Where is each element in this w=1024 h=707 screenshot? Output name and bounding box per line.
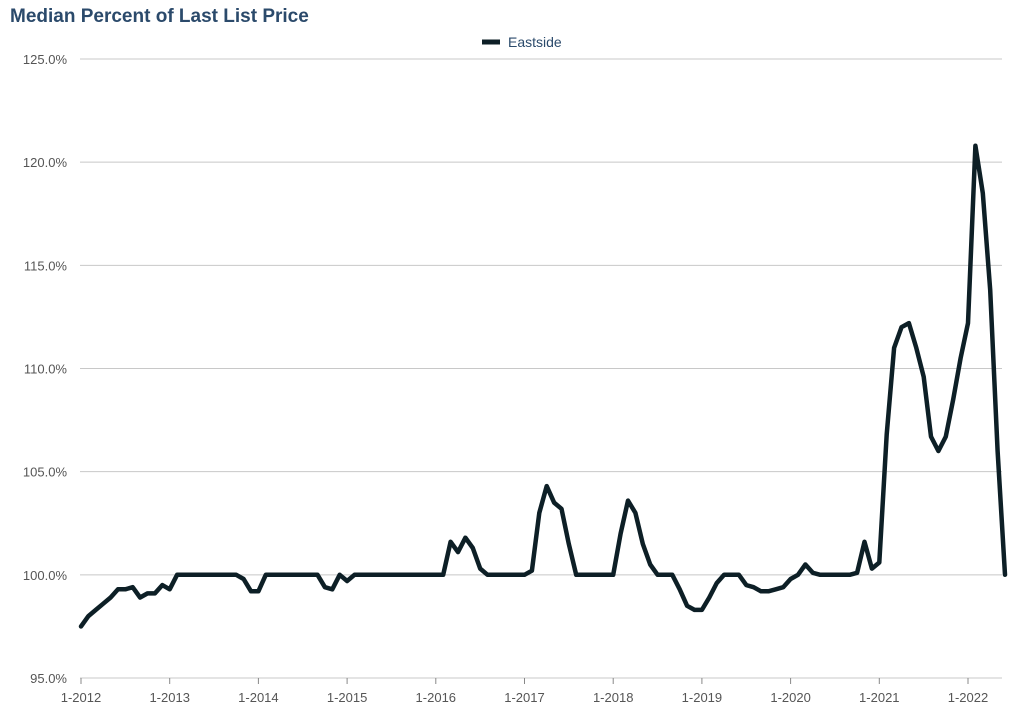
y-tick-label: 110.0% (24, 362, 68, 377)
x-tick-label: 1-2012 (61, 690, 101, 705)
x-tick-label: 1-2015 (327, 690, 367, 705)
series-group (78, 143, 1008, 629)
x-tick-label: 1-2018 (593, 690, 633, 705)
y-tick-label: 105.0% (23, 465, 68, 480)
x-tick-label: 1-2022 (948, 690, 988, 705)
x-tick-label: 1-2014 (238, 690, 278, 705)
x-tick-label: 1-2017 (504, 690, 544, 705)
x-tick-label: 1-2016 (416, 690, 456, 705)
legend: Eastside (482, 34, 562, 50)
y-tick-label: 100.0% (23, 568, 68, 583)
series-line-eastside (78, 143, 1008, 629)
x-tick-label: 1-2013 (149, 690, 189, 705)
legend-label: Eastside (508, 34, 562, 50)
y-tick-label: 120.0% (23, 155, 68, 170)
y-tick-label: 115.0% (24, 258, 68, 273)
x-axis: 1-2012 1-2013 1-2014 1-2015 1-2016 1-2017 1-20… (61, 678, 988, 705)
y-tick-label: 125.0% (23, 52, 68, 67)
x-tick-label: 1-2021 (859, 690, 899, 705)
x-tick-label: 1-2020 (770, 690, 810, 705)
gridlines (80, 58, 1002, 679)
y-axis-ticks: 125.0% 120.0% 115.0% 110.0% 105.0% 100.0% 95.0… (23, 52, 68, 686)
chart-title: Median Percent of Last List Price (10, 6, 309, 27)
y-tick-label: 95.0% (30, 671, 67, 686)
x-tick-label: 1-2019 (682, 690, 722, 705)
